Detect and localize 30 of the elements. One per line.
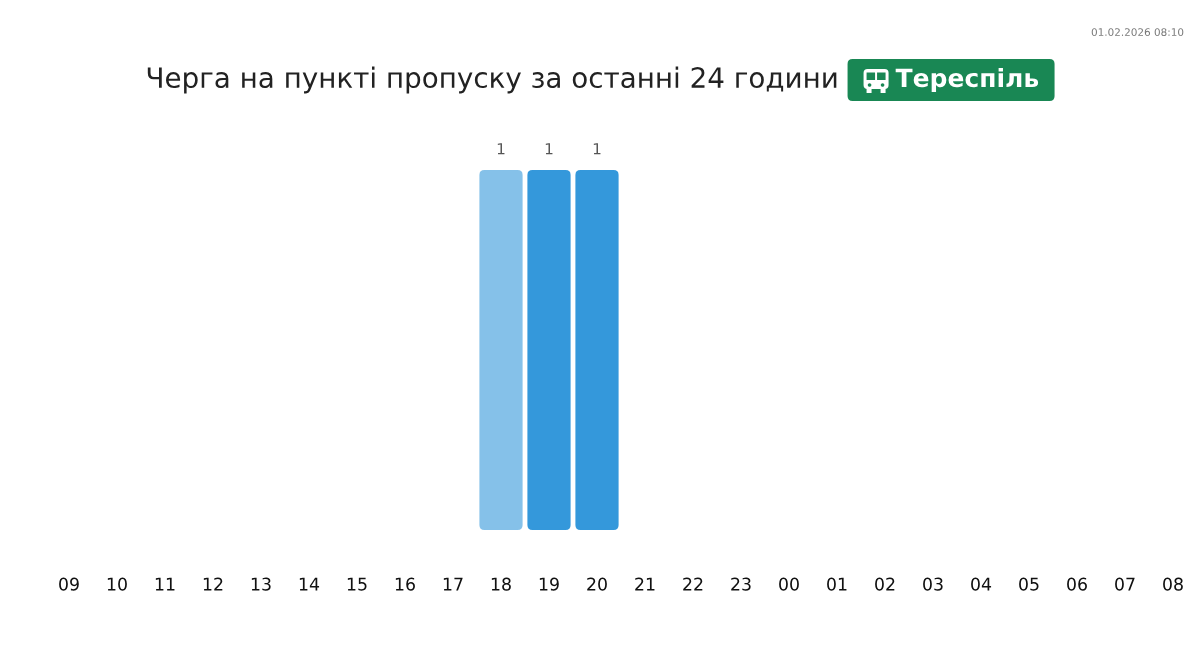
x-tick-label: 02	[875, 577, 895, 591]
chart-title: Черга на пункті пропуску за останні 24 години	[147, 66, 837, 94]
x-tick-label: 04	[971, 577, 992, 591]
x-tick-label: 23	[731, 577, 751, 591]
x-tick-label: 17	[443, 577, 463, 591]
x-tick-label: 00	[779, 577, 799, 591]
x-tick-label: 16	[395, 577, 415, 591]
x-tick-label: 14	[299, 577, 320, 591]
x-tick-label: 08	[1163, 577, 1183, 591]
x-tick-label: 19	[539, 577, 559, 591]
x-tick-label: 20	[587, 577, 607, 591]
x-tick-label: 05	[1019, 577, 1039, 591]
x-tick-label: 13	[251, 577, 271, 591]
x-tick-label: 09	[59, 577, 79, 591]
x-tick-label: 18	[491, 577, 511, 591]
x-tick-label: 22	[683, 577, 703, 591]
x-tick-label: 21	[635, 577, 655, 591]
x-tick-label: 10	[107, 577, 127, 591]
chart-subtitle: Тереспіль	[895, 67, 1039, 93]
text: 01.02.2026 08:10	[1091, 28, 1184, 37]
x-tick-label: 12	[203, 577, 223, 591]
data-label: 1	[497, 143, 505, 155]
x-tick-label: 15	[347, 577, 367, 591]
x-tick-label: 03	[923, 577, 943, 591]
x-tick-label: 11	[155, 577, 175, 591]
x-tick-label: 07	[1115, 577, 1135, 591]
data-label: 1	[545, 143, 553, 155]
x-tick-label: 01	[827, 577, 847, 591]
x-tick-label: 06	[1067, 577, 1087, 591]
data-label: 1	[593, 143, 601, 155]
